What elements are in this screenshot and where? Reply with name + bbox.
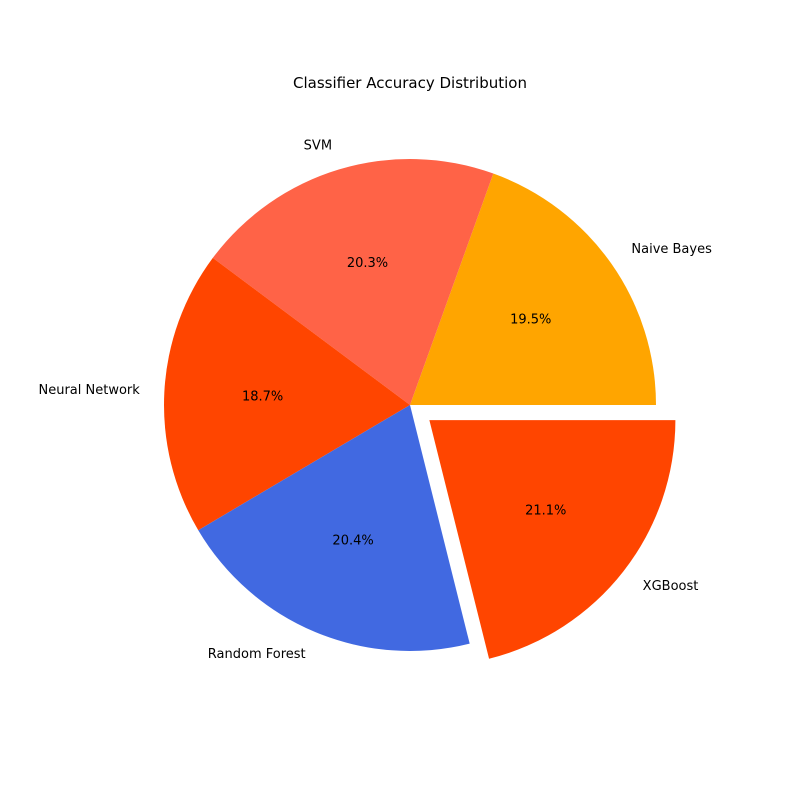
- pct-label-xgboost: 21.1%: [525, 503, 566, 518]
- pie-slice-neural-network: [163, 257, 410, 531]
- pie-slice-xgboost: [429, 420, 676, 659]
- slice-label-neural-network: Neural Network: [38, 383, 140, 398]
- pct-label-svm: 20.3%: [347, 256, 388, 271]
- slice-label-random-forest: Random Forest: [208, 647, 306, 662]
- pie-slice-svm: [212, 159, 494, 405]
- slices-layer: [163, 159, 676, 659]
- slice-label-svm: SVM: [304, 138, 332, 153]
- slice-label-xgboost: XGBoost: [643, 579, 699, 594]
- pct-label-random-forest: 20.4%: [332, 534, 373, 549]
- chart-title: Classifier Accuracy Distribution: [293, 74, 527, 92]
- labels-layer: 19.5% Naive Bayes 20.3% SVM 18.7% Neural Netw…: [38, 138, 712, 662]
- pie-slice-naive-bayes: [410, 173, 656, 405]
- pie-slice-random-forest: [198, 405, 470, 651]
- pct-label-neural-network: 18.7%: [242, 390, 283, 405]
- pct-label-naive-bayes: 19.5%: [510, 313, 551, 328]
- slice-label-naive-bayes: Naive Bayes: [631, 242, 712, 257]
